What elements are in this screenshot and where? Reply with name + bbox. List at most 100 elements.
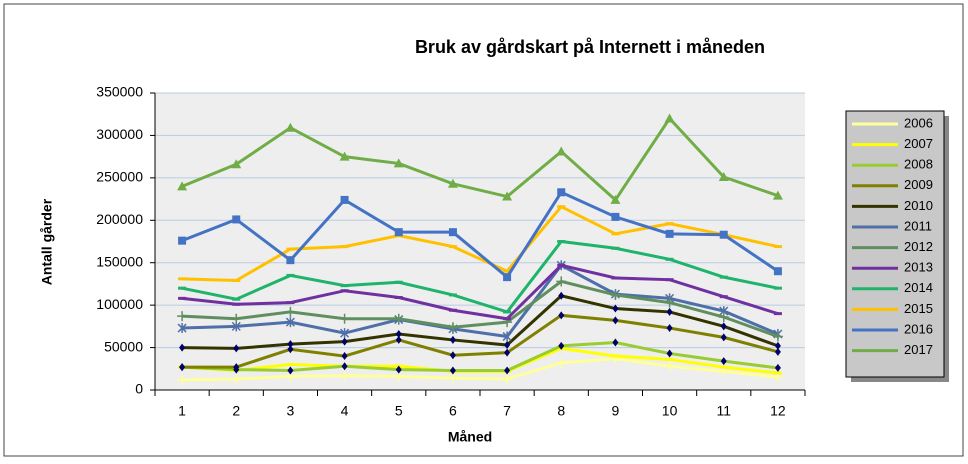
legend-label: 2014 <box>904 280 933 295</box>
series-line <box>181 116 779 203</box>
point-marker <box>556 357 567 368</box>
point-marker <box>558 311 565 320</box>
point-marker <box>718 312 729 323</box>
point-marker <box>774 363 781 372</box>
series-line <box>182 263 779 339</box>
point-marker <box>666 307 673 316</box>
point-marker <box>665 229 674 238</box>
x-tick-label: 7 <box>503 403 511 419</box>
point-marker <box>341 362 348 371</box>
x-tick-label: 8 <box>557 403 565 419</box>
point-marker <box>179 363 186 372</box>
series-line <box>182 313 779 369</box>
legend-label: 2017 <box>904 342 933 357</box>
point-marker <box>610 194 621 204</box>
point-marker <box>179 343 186 352</box>
point-marker <box>231 159 242 169</box>
point-marker <box>177 181 188 191</box>
point-marker <box>502 331 512 342</box>
point-marker <box>447 322 458 333</box>
point-marker <box>177 311 188 322</box>
point-marker <box>341 337 348 346</box>
point-marker <box>393 313 404 324</box>
point-marker <box>339 370 350 381</box>
legend-label: 2013 <box>904 260 933 275</box>
point-marker <box>286 256 295 265</box>
series-line <box>182 357 779 382</box>
point-marker <box>772 331 783 342</box>
point-marker <box>502 191 513 201</box>
point-marker <box>504 341 511 350</box>
point-marker <box>285 122 296 132</box>
point-marker <box>339 313 350 324</box>
point-marker <box>394 228 403 237</box>
point-marker <box>720 333 727 342</box>
point-marker <box>774 341 781 350</box>
point-marker <box>558 291 565 300</box>
legend <box>845 110 945 378</box>
point-marker <box>611 212 620 221</box>
point-marker <box>341 352 348 361</box>
point-marker <box>719 230 728 239</box>
legend-label: 2010 <box>904 198 933 213</box>
point-marker <box>556 276 567 287</box>
y-tick-label: 200000 <box>96 211 143 227</box>
series-line <box>182 340 779 372</box>
point-marker <box>232 215 241 224</box>
point-marker <box>666 349 673 358</box>
point-marker <box>664 361 675 372</box>
y-tick-label: 150000 <box>96 253 143 269</box>
legend-label: 2012 <box>904 239 933 254</box>
plot-area <box>155 93 805 390</box>
point-marker <box>774 347 781 356</box>
series-line <box>182 294 779 350</box>
point-marker <box>504 366 511 375</box>
point-marker <box>773 267 782 276</box>
point-marker <box>231 373 242 384</box>
legend-label: 2016 <box>904 321 933 336</box>
point-marker <box>393 158 404 168</box>
y-tick-label: 250000 <box>96 169 143 185</box>
legend-label: 2009 <box>904 177 933 192</box>
point-marker <box>772 190 783 200</box>
point-marker <box>502 373 513 384</box>
y-tick-label: 300000 <box>96 126 143 142</box>
point-marker <box>340 328 350 339</box>
point-marker <box>287 345 294 354</box>
point-marker <box>610 289 621 300</box>
x-tick-label: 3 <box>287 403 295 419</box>
point-marker <box>449 366 456 375</box>
point-marker <box>664 297 675 308</box>
point-marker <box>395 335 402 344</box>
x-axis-label: Måned <box>448 429 492 445</box>
x-tick-label: 6 <box>449 403 457 419</box>
point-marker <box>177 374 188 385</box>
point-marker <box>720 357 727 366</box>
legend-label: 2015 <box>904 301 933 316</box>
series-line <box>182 279 779 338</box>
y-axis-label: Antall gårder <box>39 198 55 285</box>
point-marker <box>447 178 458 188</box>
point-marker <box>449 351 456 360</box>
x-tick-label: 5 <box>395 403 403 419</box>
x-tick-label: 4 <box>341 403 349 419</box>
point-marker <box>612 304 619 313</box>
point-marker <box>720 322 727 331</box>
point-marker <box>339 151 350 161</box>
point-marker <box>612 316 619 325</box>
x-tick-label: 12 <box>770 403 786 419</box>
point-marker <box>233 344 240 353</box>
x-tick-label: 1 <box>178 403 186 419</box>
point-marker <box>556 146 567 156</box>
x-tick-label: 10 <box>662 403 678 419</box>
point-marker <box>285 306 296 317</box>
point-marker <box>664 113 675 123</box>
y-tick-label: 350000 <box>96 84 143 100</box>
point-marker <box>449 335 456 344</box>
point-marker <box>718 172 729 182</box>
chart-title: Bruk av gårdskart på Internett i måneden <box>415 37 765 57</box>
point-marker <box>503 273 512 282</box>
point-marker <box>448 228 457 237</box>
